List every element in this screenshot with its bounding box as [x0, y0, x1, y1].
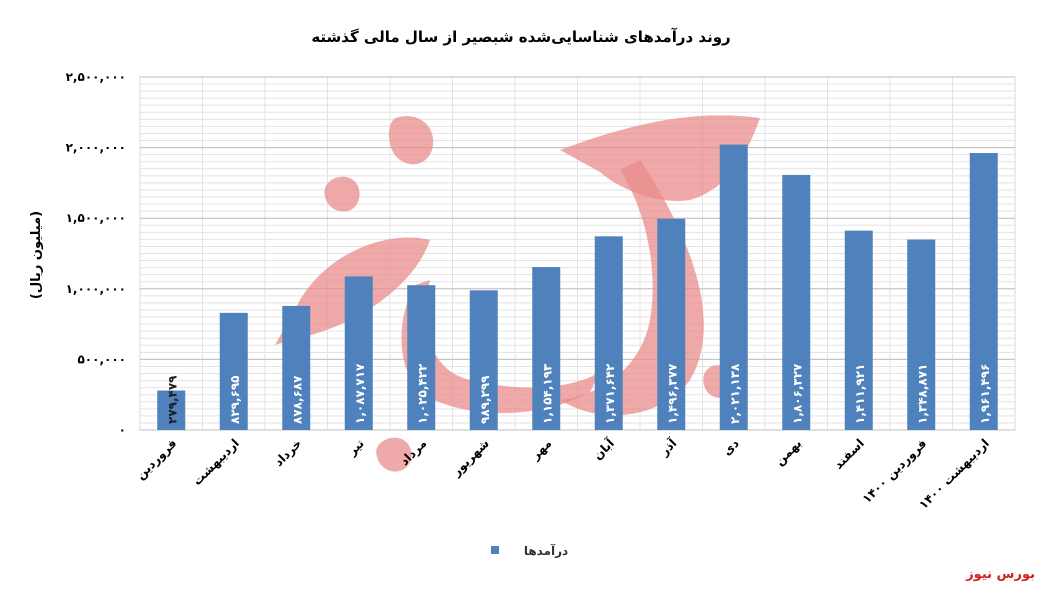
bar — [907, 239, 936, 430]
bar-layer — [157, 144, 998, 431]
legend: درآمدها — [491, 543, 568, 558]
bar-value-label: ۱,۰۸۷,۷۱۷ — [353, 363, 367, 424]
bar — [532, 267, 561, 430]
bar — [282, 305, 311, 430]
source-label: بورس نیوز — [966, 567, 1035, 582]
x-tick-label: اردیبهشت — [190, 436, 242, 488]
bar — [782, 174, 811, 430]
x-tick-label: مهر — [528, 436, 555, 463]
legend-swatch — [491, 546, 499, 554]
watermark-dot-2 — [324, 176, 360, 212]
legend-label: درآمدها — [524, 543, 568, 558]
y-axis-label: (میلیون ریال) — [29, 211, 44, 299]
y-tick-label: ۱,۰۰۰,۰۰۰ — [66, 282, 126, 296]
chart-title: روند درآمدهای شناسایی‌شده شبصیر از سال م… — [311, 28, 730, 46]
y-tick-label: ۲,۵۰۰,۰۰۰ — [66, 70, 126, 84]
bar-value-label: ۱,۳۷۱,۶۴۲ — [603, 363, 617, 424]
bar-value-label: ۱,۱۵۴,۱۹۳ — [540, 363, 554, 424]
bar-value-label: ۲۷۹,۴۷۹ — [165, 375, 179, 424]
y-tick-label: ۵۰۰,۰۰۰ — [77, 352, 126, 366]
x-tick-label: بهمن — [772, 436, 804, 468]
label-layer: ۲۷۹,۴۷۹ ۸۲۹,۶۹۵ ۸۷۸,۶۸۷ ۱,۰۸۷,۷۱۷ ۱,۰۲۵,۴۲۲ ۹… — [165, 363, 992, 424]
x-tick-label: اسفند — [831, 436, 867, 472]
x-tick-label: فروردین — [133, 436, 180, 483]
x-tick-label: فروردین ۱۴۰۰ — [860, 436, 930, 506]
bar-value-label: ۱,۳۴۸,۸۷۱ — [915, 364, 929, 424]
bar — [157, 390, 186, 430]
x-tick-label: خرداد — [271, 436, 304, 469]
y-tick-label: ۱,۵۰۰,۰۰۰ — [66, 211, 126, 225]
bar — [657, 218, 686, 430]
grid-layer — [139, 76, 1016, 431]
bar-value-label: ۱,۴۹۶,۳۷۷ — [665, 363, 679, 424]
x-tick-label: آبان — [590, 435, 618, 463]
x-tick-label: تیر — [344, 436, 367, 459]
watermark-dot-4 — [376, 437, 412, 472]
bar-value-label: ۹۸۹,۲۹۹ — [478, 375, 492, 424]
watermark-dot-1 — [388, 116, 434, 165]
y-tick-label: ۰ — [119, 423, 126, 437]
bar-value-label: ۸۲۹,۶۹۵ — [228, 375, 242, 424]
bar-value-label: ۱,۴۱۱,۹۲۱ — [853, 364, 867, 424]
watermark-stroke-1 — [560, 115, 760, 201]
bar — [969, 153, 998, 431]
y-tick-label: ۲,۰۰۰,۰۰۰ — [66, 141, 126, 155]
bar-value-label: ۱,۸۰۶,۳۲۷ — [790, 363, 804, 424]
bar — [844, 230, 873, 430]
bar — [594, 236, 623, 430]
bar-value-label: ۸۷۸,۶۸۷ — [290, 375, 304, 424]
x-tick-label: آذر — [656, 435, 680, 459]
x-tick-label: شهریور — [449, 436, 493, 480]
bar — [719, 144, 748, 431]
watermark-stroke-3 — [401, 280, 600, 414]
bar-value-label: ۲,۰۲۱,۱۳۸ — [728, 363, 742, 424]
bar — [469, 290, 498, 430]
bar-value-label: ۱,۹۶۱,۴۹۶ — [978, 364, 992, 424]
bar — [344, 276, 373, 430]
bar-value-label: ۱,۰۲۵,۴۲۲ — [415, 363, 429, 424]
bar — [219, 312, 248, 430]
x-tick-label: دی — [720, 436, 742, 458]
bar — [407, 285, 436, 430]
